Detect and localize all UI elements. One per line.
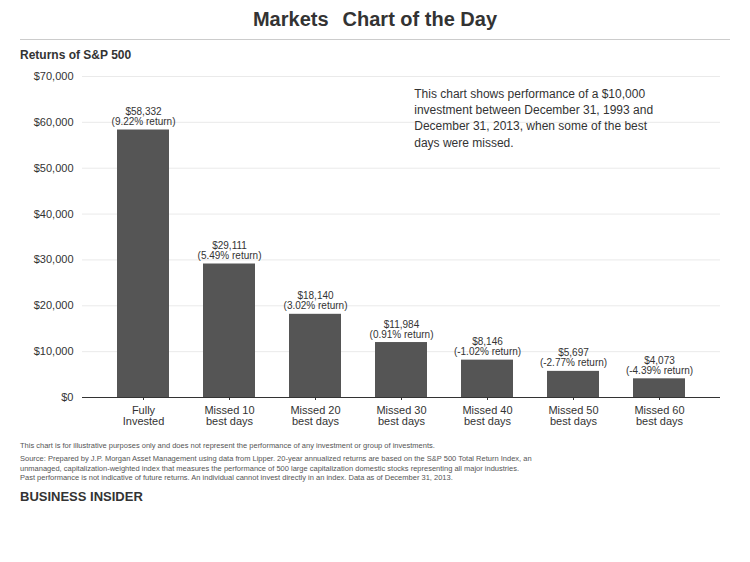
svg-text:$20,000: $20,000 [34,299,74,311]
html-text:Returns of S&P 500: Returns of S&P 500 [20,48,132,62]
svg-text:Missed 20best days: Missed 20best days [290,404,340,427]
svg-text:$10,000: $10,000 [34,345,74,357]
svg-text:$4,073(-4.39% return): $4,073(-4.39% return) [626,355,693,376]
svg-text:Missed 30best days: Missed 30best days [376,404,426,427]
html-text:Source: Prepared by J.P. Morga: Source: Prepared by J.P. Morgan Asset Ma… [20,453,532,483]
svg-text:Missed 60best days: Missed 60best days [634,404,684,427]
html-text:This chart is for illustrative: This chart is for illustrative purposes … [20,441,435,450]
svg-text:Missed 50best days: Missed 50best days [548,404,598,427]
svg-text:$40,000: $40,000 [34,208,74,220]
svg-text:$70,000: $70,000 [34,70,74,82]
svg-text:$29,111(5.49% return): $29,111(5.49% return) [198,240,262,261]
svg-text:$8,146(-1.02% return): $8,146(-1.02% return) [454,336,521,357]
html-text:Chart of the Day: Chart of the Day [342,8,497,30]
svg-text:$11,984(0.91% return): $11,984(0.91% return) [370,319,434,340]
svg-text:This chart shows performance o: This chart shows performance of a $10,00… [414,87,653,150]
svg-text:Missed 40best days: Missed 40best days [462,404,512,427]
svg-text:$18,140(3.02% return): $18,140(3.02% return) [284,290,348,311]
svg-text:Missed 10best days: Missed 10best days [204,404,254,427]
svg-text:$5,697(-2.77% return): $5,697(-2.77% return) [540,347,607,368]
svg-text:$0: $0 [61,391,73,403]
svg-text:$60,000: $60,000 [34,116,74,128]
svg-text:$50,000: $50,000 [34,162,74,174]
svg-text:FullyInvested: FullyInvested [123,404,165,427]
svg-text:$30,000: $30,000 [34,253,74,265]
html-text:Markets: Markets [253,8,329,30]
svg-text:$58,332(9.22% return): $58,332(9.22% return) [112,106,176,127]
html-text:BUSINESS INSIDER: BUSINESS INSIDER [20,489,143,504]
